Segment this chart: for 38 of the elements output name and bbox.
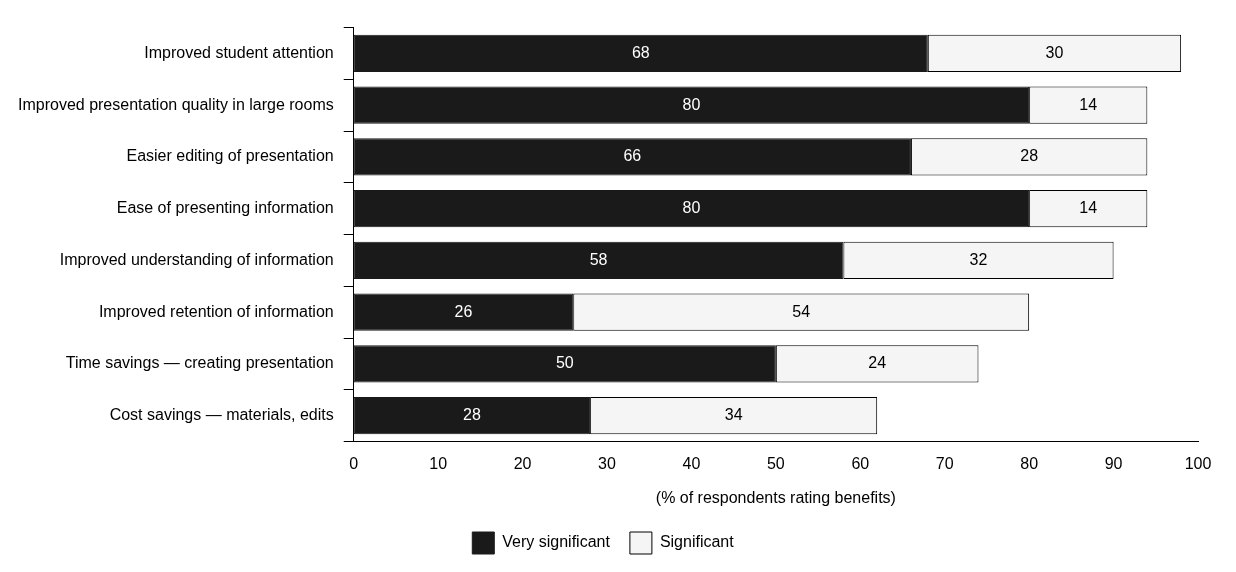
data-label: 66: [623, 147, 642, 165]
x-tick-label: 90: [1104, 454, 1123, 472]
x-tick-label: 80: [1020, 454, 1039, 472]
data-label: 80: [682, 95, 701, 113]
x-tick-label: 20: [513, 454, 532, 472]
data-label: 58: [589, 250, 608, 268]
x-tick-label: 30: [598, 454, 616, 472]
data-label: 28: [463, 406, 481, 424]
x-tick-label: 60: [851, 454, 870, 472]
y-tick-label: Easier editing of presentation: [126, 147, 334, 165]
data-label: 28: [1020, 147, 1039, 165]
x-axis-title: (% of respondents rating benefits): [655, 488, 896, 506]
data-label: 30: [1045, 43, 1064, 61]
y-tick-label: Cost savings — materials, edits: [109, 406, 334, 424]
data-label: 50: [555, 354, 574, 372]
data-label: 54: [792, 302, 811, 320]
legend-label: Significant: [659, 533, 735, 551]
legend-label: Very significant: [502, 533, 611, 551]
x-tick-label: 50: [766, 454, 785, 472]
x-tick-label: 70: [935, 454, 954, 472]
x-tick-label: 0: [349, 454, 359, 472]
data-label: 14: [1079, 199, 1098, 217]
y-tick-label: Improved understanding of information: [59, 250, 334, 268]
y-tick-label: Ease of presenting information: [116, 199, 334, 217]
data-label: 34: [724, 406, 743, 424]
x-tick-label: 40: [682, 454, 701, 472]
x-tick-label: 100: [1184, 454, 1212, 472]
y-tick-label: Improved presentation quality in large rooms: [18, 95, 334, 113]
data-label: 14: [1079, 95, 1098, 113]
data-label: 68: [631, 43, 650, 61]
y-tick-label: Improved student attention: [144, 43, 334, 61]
y-tick-label: Time savings — creating presentation: [65, 354, 334, 372]
x-tick-label: 10: [429, 454, 448, 472]
data-label: 80: [682, 199, 701, 217]
data-label: 26: [454, 302, 473, 320]
data-label: 32: [969, 250, 988, 268]
y-tick-label: Improved retention of information: [98, 302, 334, 320]
data-label: 24: [868, 354, 887, 372]
